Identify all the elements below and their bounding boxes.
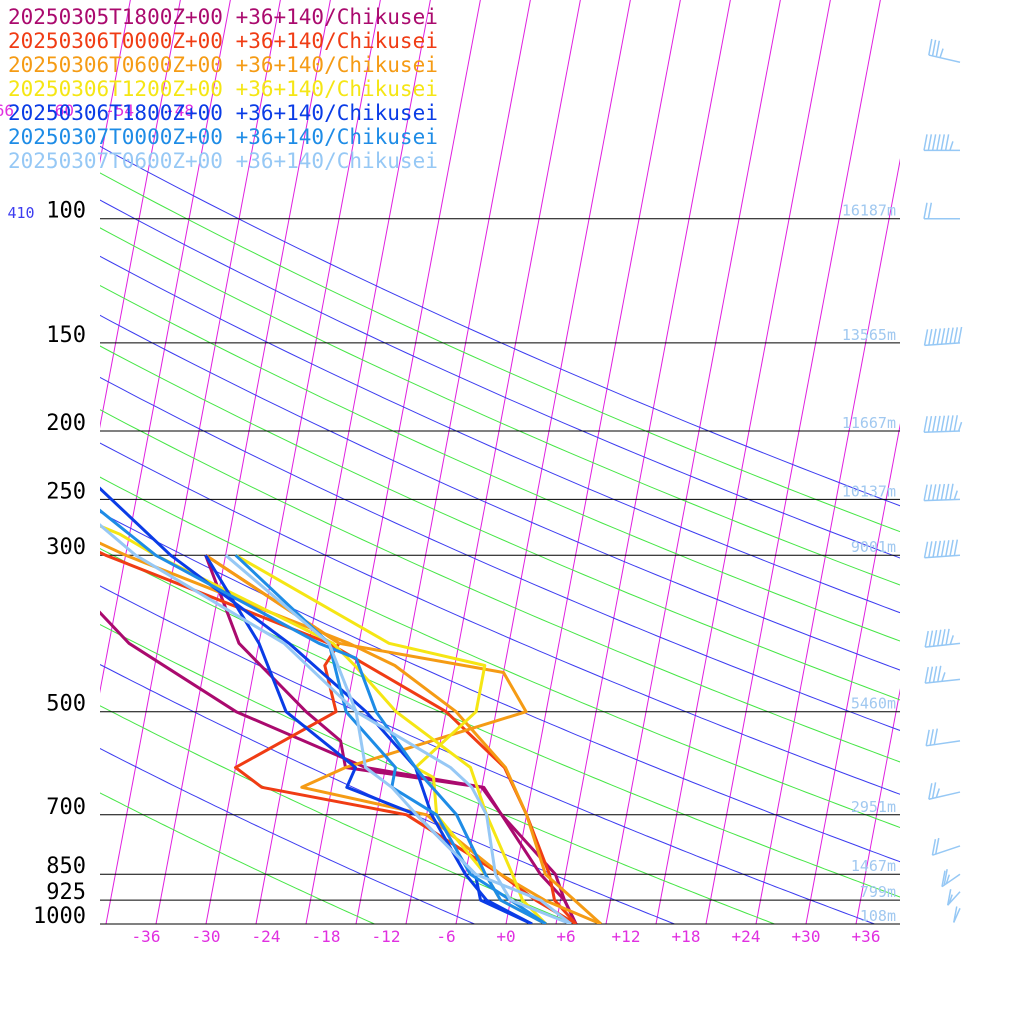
wind-barb: [924, 665, 961, 684]
wind-barb: [946, 889, 961, 906]
isotherm-line: [505, 0, 681, 924]
isotherm-line: [956, 0, 1024, 924]
wind-barbs: [923, 38, 963, 923]
temperature-line-series-2: [100, 550, 578, 924]
isotherm-line: [906, 0, 1024, 924]
height-label-500: 5460m: [851, 695, 896, 713]
temperature-line-series-7: [100, 523, 572, 924]
height-label-1000: 108m: [860, 907, 896, 925]
temperature-line-series-3: [100, 541, 603, 924]
wind-barb: [924, 628, 961, 648]
x-tick-label: +0: [496, 927, 515, 946]
dry-adiabat-line: [100, 511, 900, 863]
x-tick-label: -36: [132, 927, 161, 946]
top-isotherm-label: -48: [165, 101, 194, 120]
wind-barb: [923, 202, 960, 220]
wind-barb: [923, 415, 963, 434]
pressure-label-925: 925: [46, 880, 86, 905]
pressure-label-100: 100: [46, 199, 86, 224]
wind-barb: [931, 837, 961, 856]
axis-labels: 100 16187m 150 13565m 200 11667m 250 10137m 300 9…: [0, 101, 896, 946]
isotherm-line: [655, 0, 831, 924]
wind-barb: [928, 782, 961, 800]
isotherm-line: [755, 158, 900, 924]
height-label-300: 9001m: [851, 538, 896, 556]
dry-adiabat-line: [100, 792, 375, 924]
height-label-150: 13565m: [842, 326, 896, 344]
wind-barb: [923, 483, 961, 502]
x-tick-label: +6: [556, 927, 575, 946]
legend-entry-6: 20250307T0000Z+00 +36+140/Chikusei: [8, 125, 438, 149]
x-tick-label: +18: [672, 927, 701, 946]
isotherm-line: [855, 688, 900, 924]
isobar-lines: [100, 218, 900, 925]
height-label-250: 10137m: [842, 482, 896, 500]
height-label-850: 1467m: [851, 857, 896, 875]
isotherm-line: [100, 0, 131, 164]
pressure-label-850: 850: [46, 854, 86, 879]
top-isotherm-label: -54: [105, 101, 134, 120]
theta-label: 410: [7, 204, 34, 222]
dewpoint-line-series-5: [204, 554, 533, 924]
dry-adiabat-line: [100, 705, 575, 924]
isotherm-line: [1006, 0, 1024, 924]
isotherm-line: [455, 0, 631, 924]
temperature-line-series-4: [100, 524, 548, 924]
x-tick-label: -24: [252, 927, 281, 946]
temperature-line-series-1: [100, 610, 578, 924]
pressure-label-250: 250: [46, 479, 86, 504]
pressure-label-150: 150: [46, 323, 86, 348]
legend-entry-5: 20250306T1800Z+00 +36+140/Chikusei: [8, 101, 438, 125]
pressure-label-700: 700: [46, 795, 86, 820]
temperature-line-series-6: [100, 508, 547, 924]
pressure-label-500: 500: [46, 692, 86, 717]
x-tick-label: +30: [792, 927, 821, 946]
wind-barb: [928, 38, 961, 63]
wind-barb: [923, 539, 961, 559]
legend-entry-7: 20250307T0600Z+00 +36+140/Chikusei: [8, 149, 438, 173]
legend-entry-4: 20250306T1200Z+00 +36+140/Chikusei: [8, 77, 438, 101]
x-tick-label: -12: [372, 927, 401, 946]
legend-entry-3: 20250306T0600Z+00 +36+140/Chikusei: [8, 53, 438, 77]
dry-adiabat-line: [100, 476, 900, 829]
isotherm-line: [705, 0, 881, 924]
wind-barb: [941, 869, 961, 888]
height-label-925: 799m: [860, 883, 896, 901]
isotherm-line: [555, 0, 731, 924]
x-tick-label: +12: [612, 927, 641, 946]
isotherm-line: [100, 0, 181, 429]
legend: 20250305T1800Z+00 +36+140/Chikusei202503…: [8, 5, 438, 173]
pressure-label-1000: 1000: [33, 904, 86, 929]
legend-entry-2: 20250306T0000Z+00 +36+140/Chikusei: [8, 29, 438, 53]
pressure-label-300: 300: [46, 535, 86, 560]
dry-adiabat-line: [100, 442, 900, 795]
height-label-100: 16187m: [842, 202, 896, 220]
x-tick-label: -18: [312, 927, 341, 946]
height-label-200: 11667m: [842, 414, 896, 432]
isotherm-line: [605, 0, 781, 924]
wind-barb: [923, 134, 960, 152]
x-tick-label: -30: [192, 927, 221, 946]
dewpoint-line-series-7: [224, 554, 572, 924]
dewpoint-line-series-3: [204, 553, 602, 924]
isotherm-line: [805, 423, 900, 924]
dry-adiabat-line: [100, 747, 475, 924]
wind-barb: [953, 906, 961, 923]
wind-barb: [923, 326, 963, 347]
x-tick-label: -6: [436, 927, 455, 946]
height-label-700: 2951m: [851, 798, 896, 816]
top-isotherm-label: -66: [0, 101, 14, 120]
sounding-series: [100, 486, 603, 924]
legend-entry-1: 20250305T1800Z+00 +36+140/Chikusei: [8, 5, 438, 29]
pressure-label-200: 200: [46, 411, 86, 436]
x-tick-label: +24: [732, 927, 761, 946]
wind-barb: [925, 728, 961, 747]
temperature-line-series-5: [100, 486, 533, 924]
top-isotherm-label: -60: [45, 101, 74, 120]
x-tick-label: +36: [852, 927, 881, 946]
